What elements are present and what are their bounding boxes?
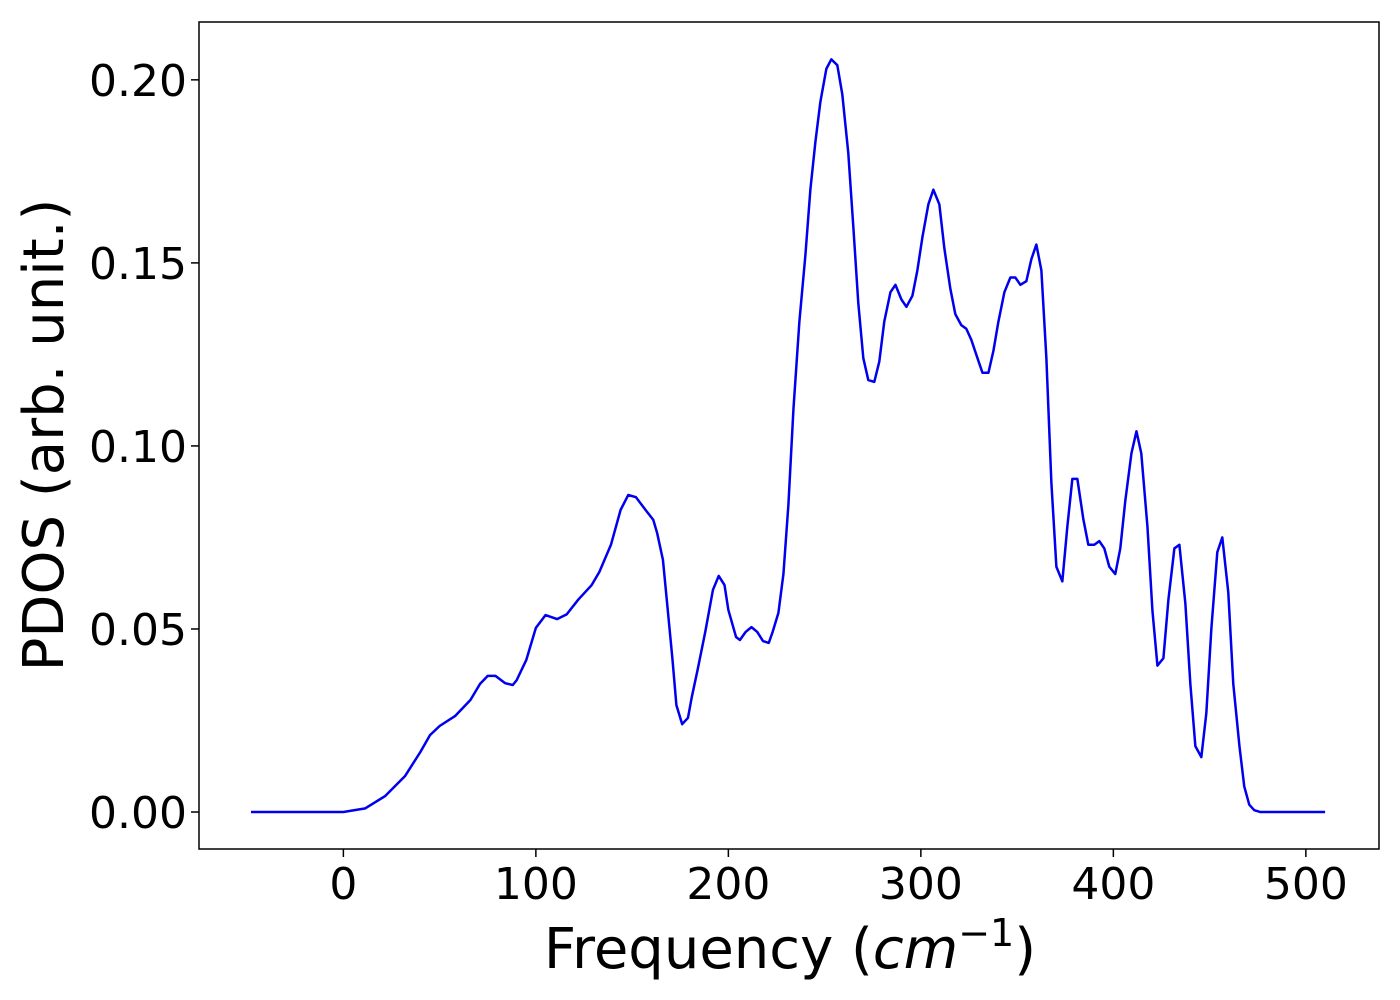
x-axis-label: Frequency (cm−1) [544, 911, 1036, 982]
y-tick-label: 0.00 [89, 788, 187, 839]
x-label-text: Frequency ( [544, 917, 873, 982]
y-tick-label: 0.20 [89, 56, 187, 107]
x-label-unit: cm [873, 917, 958, 982]
x-tick-label: 500 [1264, 859, 1348, 910]
x-tick-label: 300 [879, 859, 963, 910]
y-tick-label: 0.05 [89, 605, 187, 656]
plot-frame [198, 21, 1380, 850]
x-tick-label: 100 [494, 859, 578, 910]
data-line [250, 58, 1326, 814]
x-tick-label: 0 [329, 859, 357, 910]
x-label-close: ) [1014, 917, 1036, 982]
y-axis-label: PDOS (arb. unit.) [12, 199, 77, 672]
y-tick-label: 0.10 [89, 422, 187, 473]
x-tick-label: 400 [1071, 859, 1155, 910]
x-label-exponent: −1 [958, 911, 1014, 955]
y-tick-label: 0.15 [89, 239, 187, 290]
x-tick-label: 200 [686, 859, 770, 910]
